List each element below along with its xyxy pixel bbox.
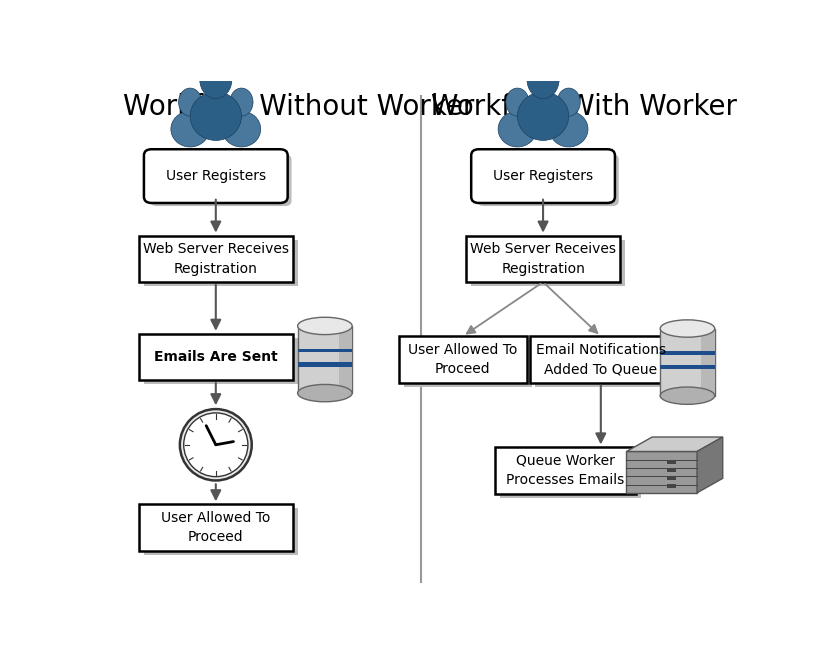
FancyBboxPatch shape — [477, 154, 618, 206]
Ellipse shape — [199, 60, 232, 99]
Text: User Registers: User Registers — [492, 169, 592, 183]
Ellipse shape — [184, 413, 247, 476]
Ellipse shape — [557, 88, 580, 116]
Ellipse shape — [190, 92, 241, 140]
FancyBboxPatch shape — [500, 452, 640, 498]
Polygon shape — [696, 437, 722, 493]
Text: User Allowed To
Proceed: User Allowed To Proceed — [161, 511, 270, 544]
FancyBboxPatch shape — [144, 338, 298, 384]
Bar — [297, 349, 351, 352]
Ellipse shape — [179, 409, 251, 480]
Ellipse shape — [297, 317, 351, 335]
FancyBboxPatch shape — [144, 149, 287, 203]
FancyBboxPatch shape — [535, 340, 676, 387]
Bar — [338, 326, 351, 393]
FancyBboxPatch shape — [495, 448, 635, 494]
Ellipse shape — [659, 320, 714, 338]
FancyBboxPatch shape — [139, 504, 293, 551]
FancyBboxPatch shape — [529, 336, 671, 382]
Ellipse shape — [222, 111, 261, 147]
Text: Email Notifications
Added To Queue: Email Notifications Added To Queue — [535, 343, 665, 376]
FancyBboxPatch shape — [399, 336, 527, 382]
Ellipse shape — [179, 88, 202, 116]
Bar — [659, 329, 714, 396]
Ellipse shape — [230, 88, 253, 116]
FancyBboxPatch shape — [471, 149, 614, 203]
Text: Web Server Receives
Registration: Web Server Receives Registration — [142, 242, 289, 276]
FancyBboxPatch shape — [151, 154, 291, 206]
Ellipse shape — [297, 384, 351, 402]
Text: Workflow With Worker: Workflow With Worker — [430, 93, 736, 121]
FancyBboxPatch shape — [466, 236, 619, 282]
Text: Workflow Without Worker: Workflow Without Worker — [122, 93, 474, 121]
Ellipse shape — [526, 60, 558, 99]
Text: Web Server Receives
Registration: Web Server Receives Registration — [470, 242, 615, 276]
Bar — [626, 452, 696, 493]
FancyBboxPatch shape — [471, 240, 624, 286]
Bar — [659, 365, 714, 370]
FancyBboxPatch shape — [139, 333, 293, 380]
Text: User Registers: User Registers — [165, 169, 265, 183]
Text: Emails Are Sent: Emails Are Sent — [154, 350, 277, 364]
FancyBboxPatch shape — [404, 340, 532, 387]
Ellipse shape — [549, 111, 587, 147]
Ellipse shape — [170, 111, 209, 147]
Bar — [700, 329, 714, 396]
Ellipse shape — [517, 92, 568, 140]
Ellipse shape — [659, 387, 714, 405]
FancyBboxPatch shape — [139, 236, 293, 282]
Text: Queue Worker
Processes Emails: Queue Worker Processes Emails — [506, 454, 624, 487]
Text: User Allowed To
Proceed: User Allowed To Proceed — [408, 343, 517, 376]
Polygon shape — [626, 437, 722, 452]
Bar — [659, 352, 714, 355]
Ellipse shape — [505, 88, 528, 116]
Bar — [667, 460, 675, 464]
Bar — [667, 468, 675, 472]
Bar — [667, 484, 675, 488]
Bar — [667, 476, 675, 480]
Bar — [297, 326, 351, 393]
Bar — [297, 362, 351, 367]
FancyBboxPatch shape — [144, 240, 298, 286]
FancyBboxPatch shape — [144, 509, 298, 555]
Ellipse shape — [498, 111, 536, 147]
